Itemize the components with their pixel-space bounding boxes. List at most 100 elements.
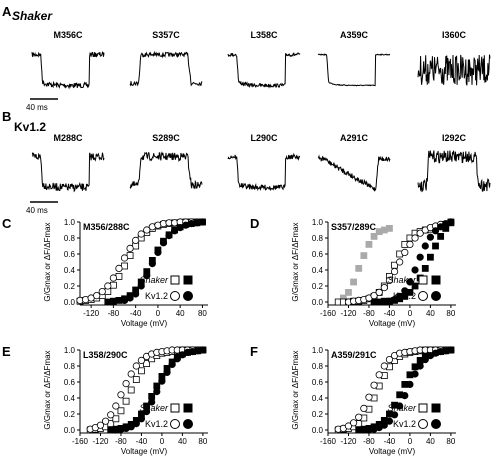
data-point-circle-open: [143, 226, 151, 234]
x-tick-label: 0: [408, 437, 413, 446]
data-point-circle-filled: [406, 278, 414, 286]
data-point-circle-open: [93, 291, 101, 300]
legend-open-circle: [170, 291, 180, 301]
x-tick-label: -120: [83, 309, 100, 318]
data-point-square-filled: [426, 253, 434, 261]
legend-filled-circle: [431, 419, 441, 429]
data-point-square-gray: [350, 278, 358, 286]
data-point-circle-open: [370, 381, 378, 389]
data-point-circle-filled: [426, 233, 434, 241]
data-point-circle-open: [107, 411, 115, 419]
legend-filled-circle: [431, 291, 441, 301]
data-point-square-filled: [104, 298, 112, 306]
data-point-circle-open: [396, 258, 404, 266]
data-point-circle-filled: [396, 292, 404, 300]
data-point-circle-open: [349, 419, 358, 427]
data-point-circle-open: [96, 421, 105, 429]
x-tick-label: -120: [92, 437, 109, 446]
data-point-circle-filled: [411, 370, 419, 378]
data-point-circle-open: [112, 402, 120, 410]
chart-c: C M356/288C 0.0 0.2 0.4 0.6 0.8 1.0 -120 -80 -40 0 4…: [2, 216, 208, 328]
data-point-circle-filled: [406, 380, 414, 388]
panel-label-f: F: [250, 344, 258, 359]
trace-label-s289c: S289C: [152, 133, 180, 143]
data-point-circle-open: [109, 274, 117, 282]
data-point-square-filled: [411, 282, 419, 290]
data-point-circle-filled: [198, 218, 207, 226]
legend-kv12-label: Kv1.2: [393, 291, 416, 301]
x-tick-label: 0: [160, 437, 165, 446]
data-point-circle-open: [137, 230, 145, 238]
chart-d: D S357/289C 0.0 0.2 0.4 0.6 0.8 1.0 -160 -120 -80-…: [250, 216, 456, 328]
data-point-circle-open: [137, 356, 146, 364]
trace-s289c: [129, 151, 203, 190]
data-point-circle-filled: [416, 253, 424, 261]
data-point-circle-filled: [159, 239, 168, 247]
x-axis-label: Voltage (mV): [369, 319, 416, 328]
trace-label-i360c: I360C: [442, 30, 467, 40]
data-point-square-filled: [432, 242, 439, 250]
trace-a291c: [317, 154, 391, 192]
x-tick-label: 80: [198, 437, 207, 446]
data-point-circle-filled: [401, 287, 409, 295]
trace-m288c: [31, 152, 105, 193]
data-point-circle-filled: [154, 248, 162, 256]
y-tick-label: 0.4: [64, 266, 76, 275]
data-point-circle-open: [98, 287, 106, 296]
y-tick-label: 0.0: [64, 298, 76, 307]
data-point-circle-filled: [148, 259, 156, 268]
data-point-circle-filled: [421, 242, 429, 250]
legend-open-square: [418, 275, 428, 285]
data-point-circle-open: [344, 422, 353, 430]
data-point-square-open: [132, 376, 140, 384]
y-tick-label: 0.4: [64, 394, 76, 403]
x-tick-label: -40: [384, 437, 396, 446]
x-tick-label: 80: [446, 437, 455, 446]
data-point-square-gray: [365, 240, 373, 248]
data-point-square-gray: [386, 224, 393, 232]
data-point-circle-open: [385, 355, 394, 364]
data-point-circle-open: [355, 413, 363, 421]
data-point-circle-open: [375, 371, 383, 379]
y-tick-label: 0.6: [312, 250, 324, 259]
y-tick-label: 0.8: [64, 362, 76, 371]
y-tick-label: 0.2: [64, 282, 76, 291]
data-point-square-open: [117, 407, 125, 415]
data-point-circle-open: [102, 417, 110, 425]
y-tick-label: 0.4: [312, 266, 324, 275]
x-tick-label: -160: [320, 309, 337, 318]
chart-f: F A359/291C 0.0 0.2 0.4 0.6 0.8 1.0 -160 -120 -80-…: [250, 344, 456, 456]
legend-kv12-label: Kv1.2: [145, 291, 168, 301]
data-point-square-open: [122, 397, 130, 405]
data-point-circle-open: [401, 248, 409, 256]
data-point-square-open: [112, 415, 120, 423]
data-point-circle-open: [127, 370, 135, 378]
x-tick-label: 0: [408, 309, 413, 318]
data-point-circle-open: [416, 229, 424, 237]
x-tick-label: 0: [156, 309, 161, 318]
data-point-circle-filled: [380, 421, 388, 429]
trace-l358c: [227, 52, 301, 89]
data-point-circle-open: [380, 283, 388, 292]
y-tick-label: 0.0: [312, 426, 324, 435]
y-tick-label: 0.6: [64, 378, 76, 387]
data-point-square-open: [143, 360, 150, 368]
data-point-circle-open: [390, 267, 399, 276]
data-point-square-gray: [345, 288, 352, 296]
data-point-circle-filled: [132, 290, 140, 298]
data-point-circle-filled: [163, 368, 171, 376]
data-point-circle-filled: [171, 227, 179, 235]
y-tick-label: 0.8: [312, 362, 324, 371]
y-tick-label: 0.8: [312, 234, 324, 243]
data-point-circle-open: [360, 404, 368, 412]
x-axis-label: Voltage (mV): [369, 447, 416, 456]
x-tick-label: 80: [446, 309, 455, 318]
trace-label-l358c: L358C: [250, 30, 278, 40]
legend-shaker-label: Shaker: [139, 403, 169, 413]
legend-filled-square: [431, 403, 441, 413]
traces-shaker: M356C S357C L358C A359C I360C: [31, 30, 491, 90]
y-tick-label: 0.0: [64, 426, 76, 435]
data-point-circle-filled: [421, 355, 429, 364]
data-point-circle-filled: [137, 282, 145, 290]
x-tick-label: -40: [384, 309, 396, 318]
